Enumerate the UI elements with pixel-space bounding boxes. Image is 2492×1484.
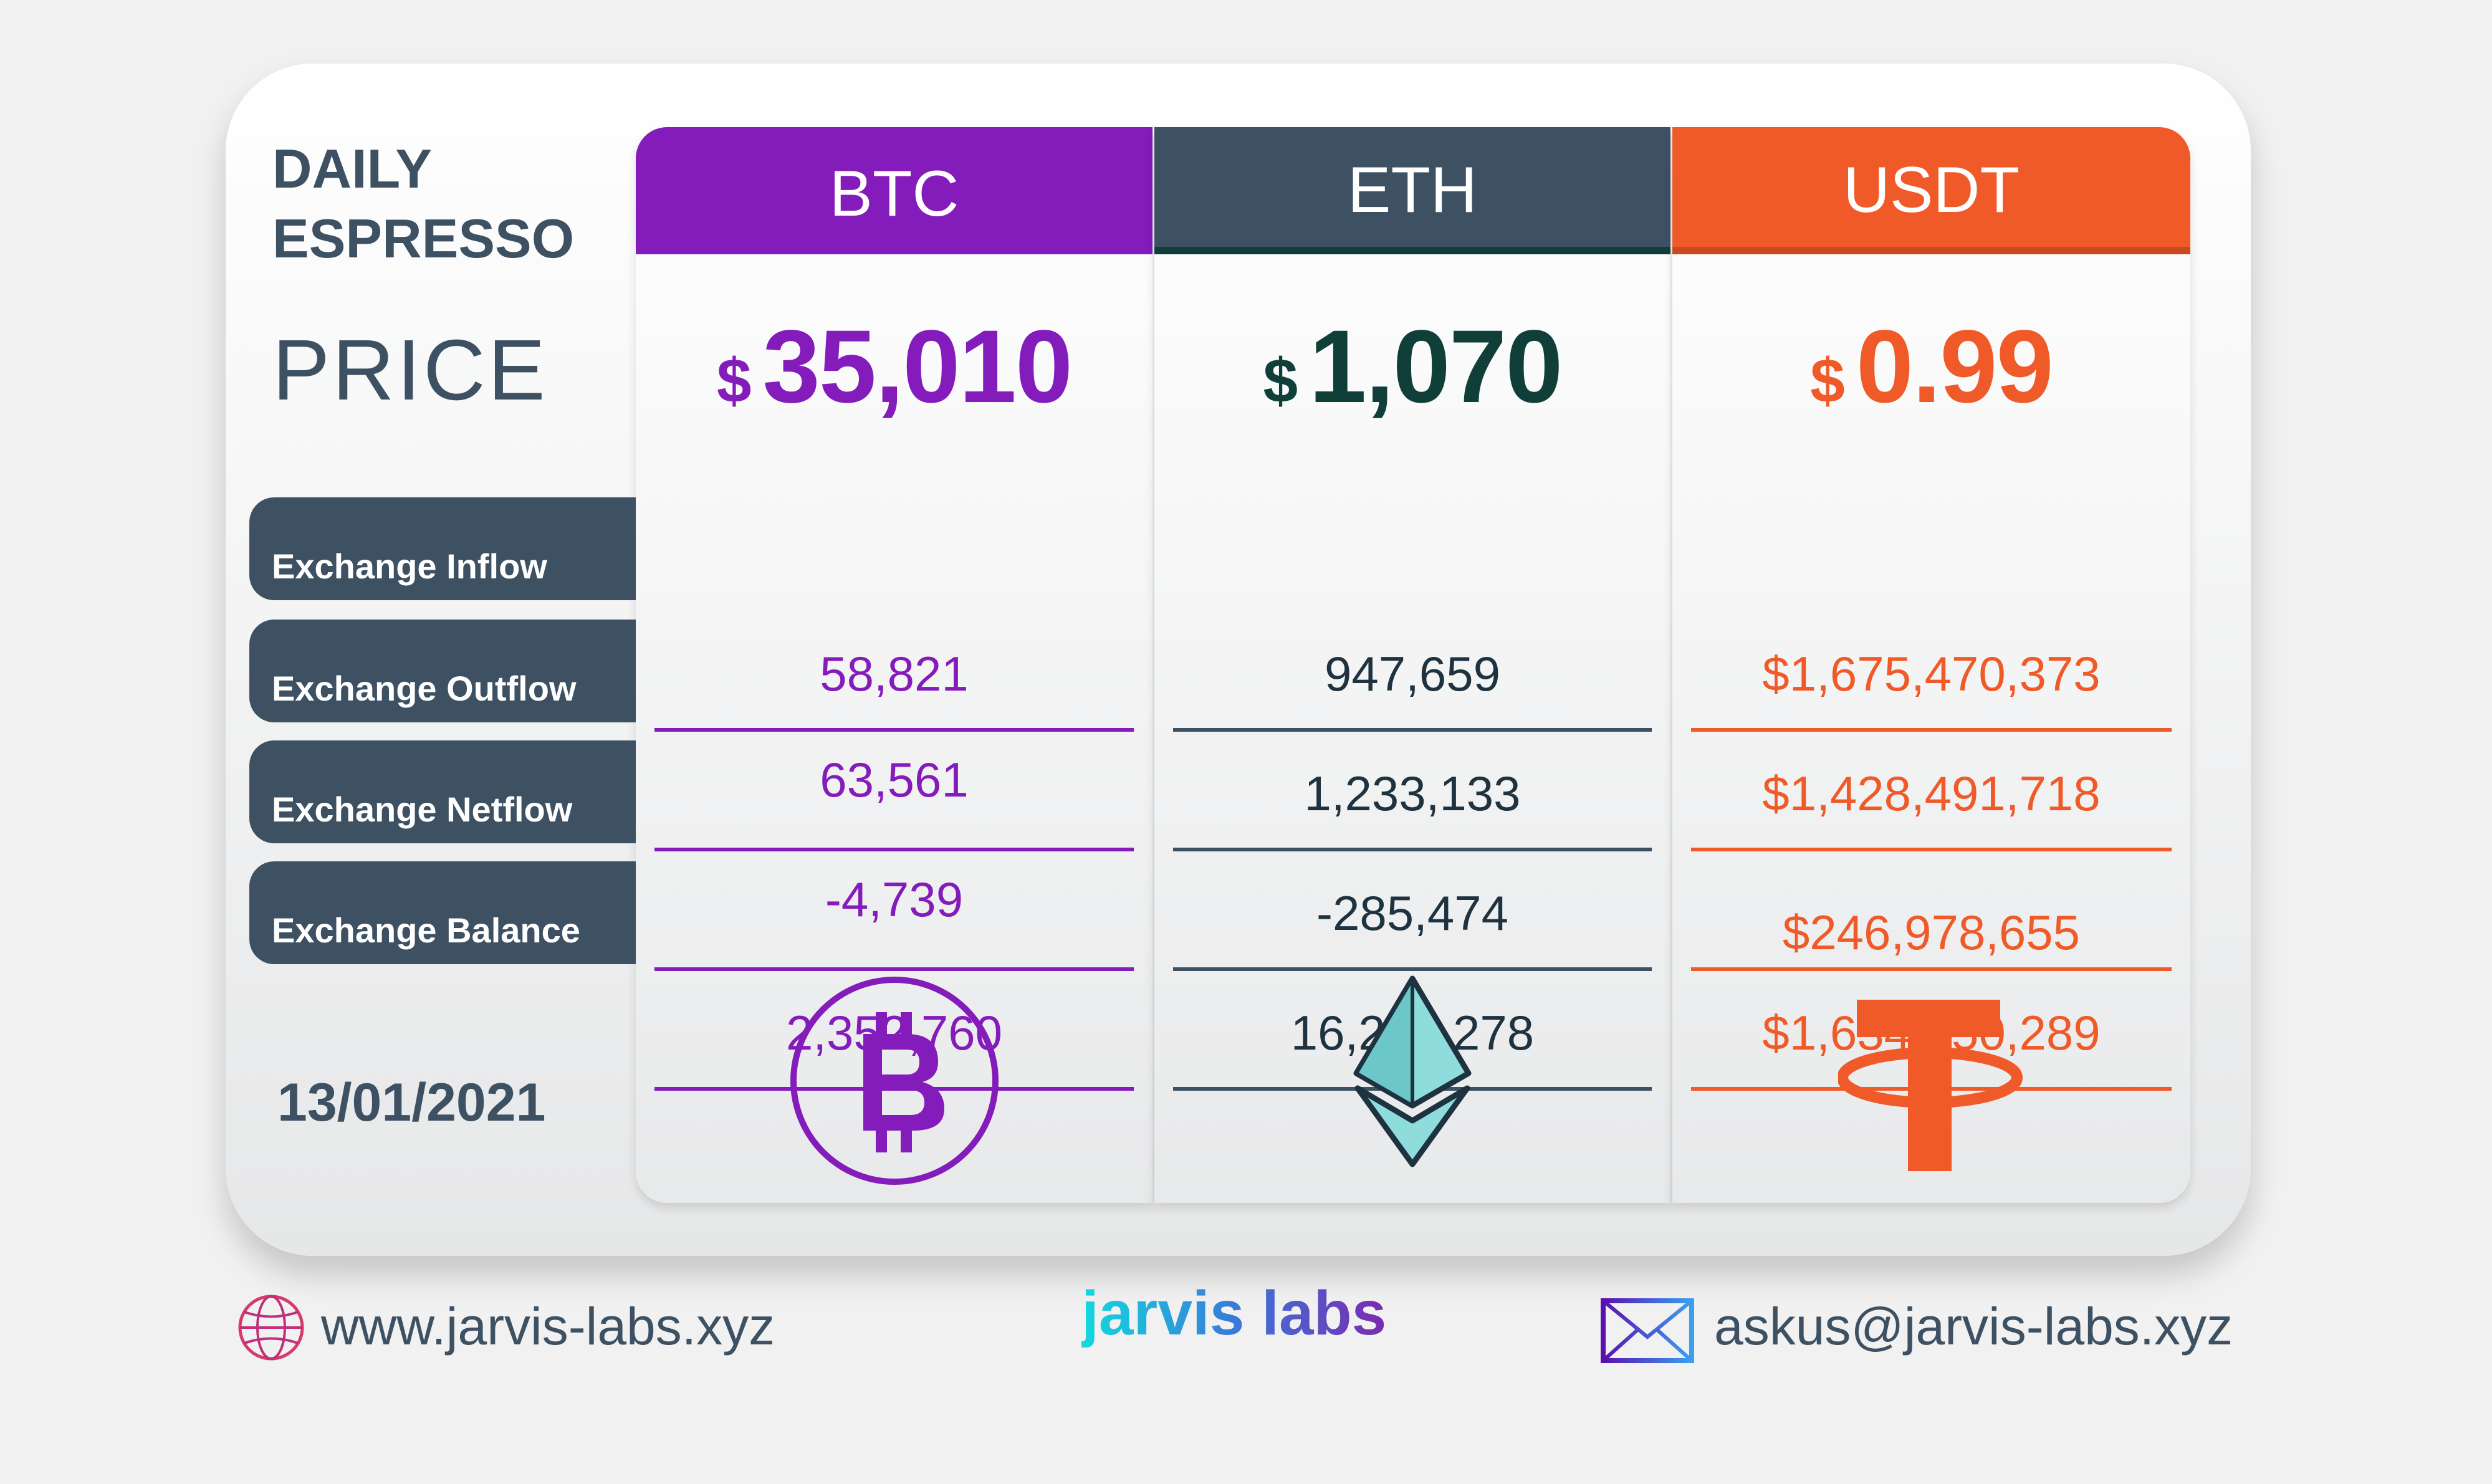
btc-price-value: 35,010	[762, 309, 1073, 424]
row-label-netflow-text: Exchange Netflow	[272, 790, 573, 829]
row-label-outflow-text: Exchange Outflow	[272, 669, 577, 708]
eth-outflow: 1,233,133	[1173, 739, 1652, 851]
btc-header: BTC	[636, 127, 1153, 254]
eth-header: ETH	[1154, 127, 1670, 254]
row-label-balance-text: Exchange Balance	[272, 911, 580, 950]
row-label-netflow: Exchange Netflow	[249, 740, 636, 843]
row-label-inflow-text: Exchange Inflow	[272, 547, 547, 586]
eth-currency: $	[1263, 346, 1298, 416]
title-line-1: DAILY	[272, 138, 432, 199]
page-title: DAILY ESPRESSO	[272, 134, 574, 274]
usdt-inflow: $1,675,470,373	[1691, 620, 2172, 732]
jarvis-labs-logo: jarvis labs	[1081, 1278, 1387, 1348]
usdt-currency: $	[1810, 346, 1845, 416]
email-link[interactable]: askus@jarvis-labs.xyz	[1714, 1297, 2233, 1356]
btc-netflow: -4,739	[654, 859, 1134, 971]
row-label-outflow: Exchange Outflow	[249, 620, 636, 722]
btc-outflow: 63,561	[654, 739, 1134, 851]
eth-inflow: 947,659	[1173, 620, 1652, 732]
row-label-balance: Exchange Balance	[249, 861, 636, 964]
bitcoin-icon	[790, 977, 999, 1185]
btc-column: BTC $35,010 58,821 63,561 -4,739 2,352,7…	[636, 127, 1153, 1203]
ethereum-icon	[1353, 975, 1472, 1167]
usdt-price: $0.99	[1672, 308, 2190, 426]
row-label-inflow: Exchange Inflow	[249, 497, 636, 600]
usdt-column: USDT $0.99 $1,675,470,373 $1,428,491,718…	[1672, 127, 2190, 1203]
usdt-netflow: $246,978,655	[1691, 859, 2172, 971]
website-link[interactable]: www.jarvis-labs.xyz	[321, 1297, 775, 1356]
btc-price: $35,010	[636, 308, 1153, 426]
eth-price-value: 1,070	[1309, 309, 1563, 424]
btc-currency: $	[716, 346, 752, 416]
date: 13/01/2021	[277, 1073, 546, 1132]
mail-icon	[1601, 1298, 1694, 1363]
usdt-price-value: 0.99	[1856, 309, 2054, 424]
tether-icon	[1838, 1000, 2023, 1171]
title-line-2: ESPRESSO	[272, 208, 575, 269]
usdt-header: USDT	[1672, 127, 2190, 254]
eth-column: ETH $1,070 947,659 1,233,133 -285,474 16…	[1154, 127, 1670, 1203]
usdt-outflow: $1,428,491,718	[1691, 739, 2172, 851]
globe-icon	[238, 1295, 304, 1361]
price-label: PRICE	[272, 322, 548, 418]
eth-price: $1,070	[1154, 308, 1670, 426]
btc-inflow: 58,821	[654, 620, 1134, 732]
eth-netflow: -285,474	[1173, 859, 1652, 971]
